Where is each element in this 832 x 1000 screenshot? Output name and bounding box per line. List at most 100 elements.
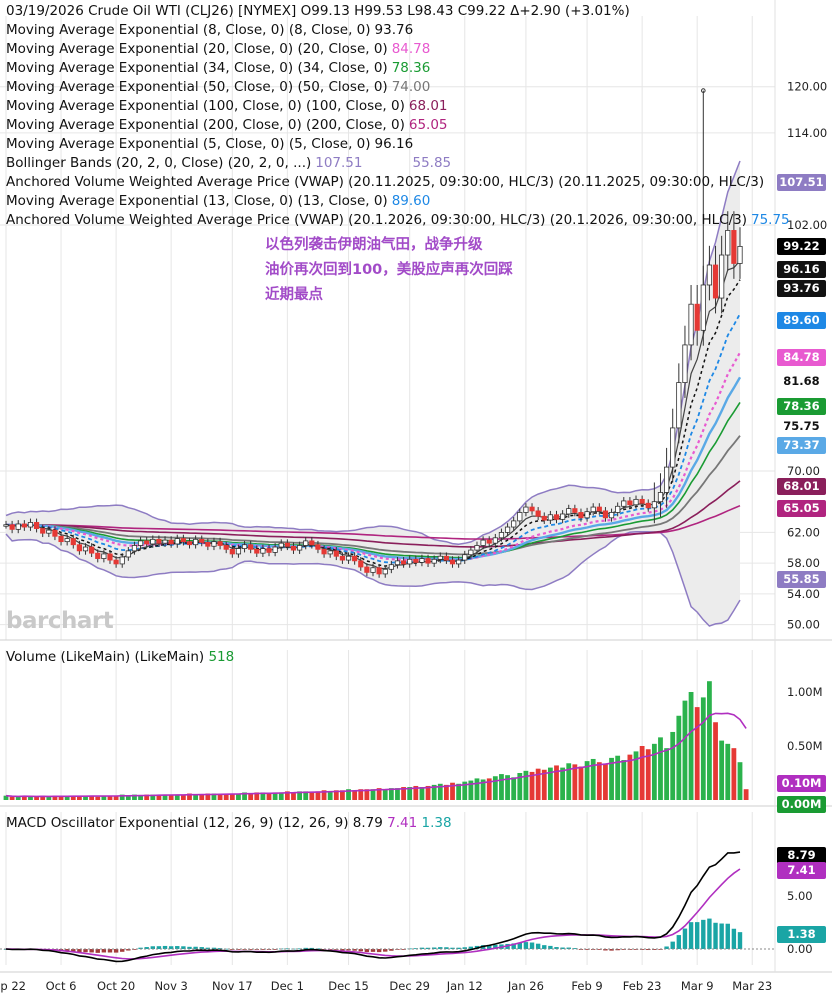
x-tick-label: Mar 23 <box>732 979 772 993</box>
price-value-tag: 55.85 <box>777 571 826 589</box>
candle-body <box>186 541 193 546</box>
volume-bar <box>395 788 400 800</box>
volume-bar <box>590 758 596 800</box>
legend-row: Moving Average Exponential (8, Close, 0)… <box>6 21 790 40</box>
legend-row: Moving Average Exponential (50, Close, 0… <box>6 78 790 97</box>
volume-bar <box>284 791 290 800</box>
candle-body <box>370 567 376 573</box>
candle-body <box>95 552 101 559</box>
candle-body <box>431 558 437 564</box>
macd-hist-bar <box>358 949 363 952</box>
macd-hist-bar <box>364 949 370 953</box>
volume-bar <box>376 788 382 800</box>
volume-bar <box>260 792 266 800</box>
candle-body <box>156 538 162 544</box>
candle-body <box>358 560 364 568</box>
candle-body <box>725 230 731 256</box>
candle-body <box>706 264 713 286</box>
legend-value: 65.05 <box>408 117 448 133</box>
volume-value-tag: 0.00M <box>777 795 826 813</box>
candle-body <box>504 526 511 533</box>
vwap-line <box>5 376 742 561</box>
macd-hist-bar <box>597 949 602 950</box>
macd-hist-bar <box>487 945 492 950</box>
macd-hist-bar <box>193 946 198 950</box>
x-tick-label: Feb 23 <box>623 979 662 993</box>
legend-value-2: 55.85 <box>412 155 452 171</box>
macd-hist-bar <box>572 948 578 950</box>
volume-bar <box>125 795 131 800</box>
candle-body <box>327 550 333 555</box>
macd-hist-bar <box>609 949 614 951</box>
price-value-tag: 89.60 <box>777 311 826 329</box>
macd-hist-bar <box>297 948 302 950</box>
candle-body <box>333 550 339 557</box>
x-tick-label: Jan 12 <box>446 979 483 993</box>
volume-bar <box>444 784 449 800</box>
macd-hist-bar <box>431 947 437 950</box>
macd-hist-bar <box>83 949 88 953</box>
candle-body <box>651 501 657 509</box>
macd-tick-label: 5.00 <box>787 889 813 903</box>
volume-bar <box>21 795 27 800</box>
macd-hist-bar <box>419 947 425 950</box>
volume-bar <box>682 700 688 800</box>
legend-row: Moving Average Exponential (5, Close, 0)… <box>6 135 790 154</box>
candle-body <box>339 555 346 561</box>
candle-body <box>321 548 327 555</box>
candle-body <box>529 506 535 512</box>
volume-bar <box>101 795 107 800</box>
macd-hist-bar <box>719 923 724 950</box>
volume-bar <box>547 767 553 800</box>
candle-body <box>229 548 235 555</box>
volume-bar <box>511 777 517 800</box>
legend-row: Moving Average Exponential (34, Close, 0… <box>6 59 790 78</box>
legend-panel: 03/19/2026 Crude Oil WTI (CLJ26) [NYMEX]… <box>6 2 790 230</box>
macd-hist-bar <box>120 949 125 952</box>
candle-body <box>645 502 651 509</box>
macd-hist-bar <box>352 949 357 951</box>
candle-body <box>64 538 70 543</box>
volume-bar <box>229 793 235 800</box>
legend-value: 93.76 <box>374 22 414 38</box>
candle-body <box>547 514 553 521</box>
candle-body <box>137 540 144 546</box>
volume-bar <box>138 795 143 800</box>
volume-bar <box>9 796 15 800</box>
legend-label: Moving Average Exponential (5, Close, 0)… <box>6 136 371 152</box>
macd-hist-bar <box>694 922 700 950</box>
macd-hist-bar <box>401 949 406 950</box>
chart-annotation: 以色列袭击伊朗油气田，战争升级 油价再次回到100，美股应声再次回踩 近期最点 <box>265 233 513 308</box>
legend-value: 107.51 <box>315 155 363 171</box>
candle-body <box>27 522 34 528</box>
x-tick-label: Mar 9 <box>681 979 714 993</box>
macd-hist-bar <box>181 946 186 950</box>
candle-body <box>388 564 394 570</box>
volume-bar <box>609 757 614 800</box>
legend-value: 68.01 <box>408 98 448 114</box>
volume-bar <box>278 792 284 800</box>
candle-body <box>596 506 602 512</box>
legend-row: Moving Average Exponential (200, Close, … <box>6 116 790 135</box>
candle-body <box>682 344 688 383</box>
candle-body <box>566 508 572 515</box>
macd-hist-bar <box>77 949 82 953</box>
volume-bar <box>180 794 186 800</box>
legend-value: 75.75 <box>750 212 790 228</box>
macd-hist-bar <box>162 945 168 950</box>
macd-hist-bar <box>615 949 620 951</box>
macd-hist-bar <box>285 948 290 950</box>
volume-bar <box>431 784 437 800</box>
volume-bar <box>119 794 125 800</box>
volume-bar <box>89 795 95 800</box>
macd-hist-bar <box>132 949 137 950</box>
volume-bar <box>321 790 327 800</box>
volume-bar <box>199 794 205 800</box>
macd-hist-bar <box>389 949 394 951</box>
volume-bar <box>499 774 504 800</box>
macd-hist-bar <box>554 947 559 950</box>
candle-body <box>498 532 505 539</box>
macd-hist-bar <box>383 949 388 952</box>
legend-label: Moving Average Exponential (100, Close, … <box>6 98 405 114</box>
bollinger-lower-line <box>5 531 741 627</box>
